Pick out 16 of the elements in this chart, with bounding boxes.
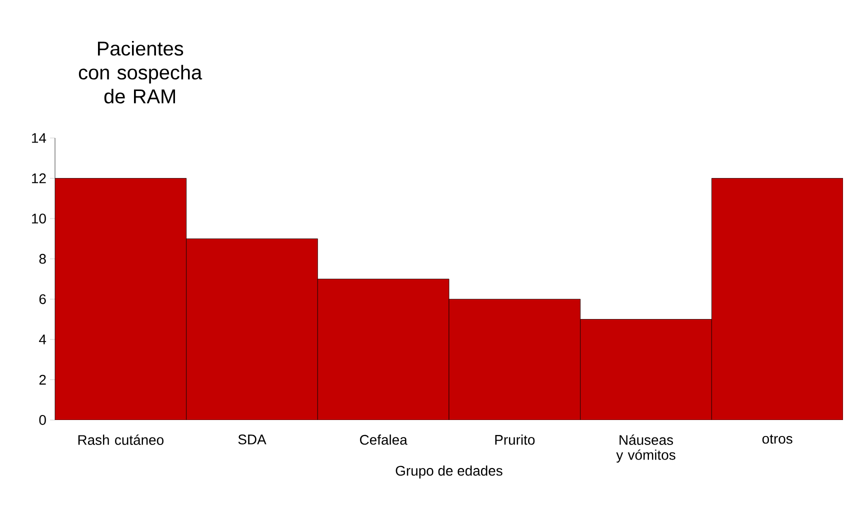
y-tick-label: 14: [32, 133, 46, 143]
y-tick-label: 6: [39, 294, 46, 304]
x-axis-title: Grupo de edades: [396, 465, 502, 478]
y-tick-label: 4: [39, 334, 46, 344]
y-tick-label: 2: [39, 374, 46, 385]
y-tick-label: 12: [32, 173, 46, 184]
x-tick-label: Prurito: [495, 434, 535, 445]
x-tick-label: otros: [762, 434, 792, 444]
y-tick-label: 10: [32, 214, 46, 224]
x-tick-label: SDA: [238, 434, 266, 444]
y-tick-label: 8: [39, 254, 46, 264]
x-tick-label: Rash cutáneo: [78, 434, 164, 445]
x-tick-label: Cefalea: [360, 434, 408, 445]
y-axis-title: Pacientes con sospecha de RAM: [78, 41, 202, 104]
y-tick-label: 0: [39, 415, 46, 425]
x-tick-label: Náuseas y vómitos: [616, 434, 676, 463]
